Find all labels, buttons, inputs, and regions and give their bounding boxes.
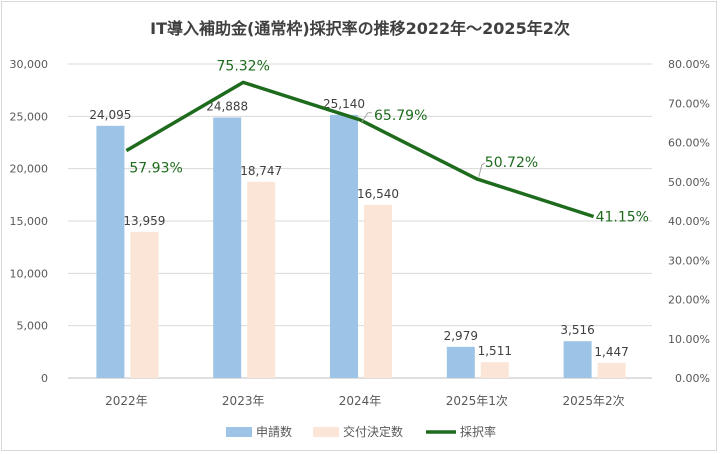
grant-bar bbox=[364, 204, 392, 378]
right-tick-label: 30.00% bbox=[668, 254, 710, 267]
application-bar bbox=[96, 125, 125, 378]
grant-value-label: 16,540 bbox=[357, 187, 399, 201]
gridlines bbox=[68, 63, 652, 379]
application-bar bbox=[213, 117, 242, 378]
application-value-label: 24,888 bbox=[206, 100, 248, 114]
right-tick-label: 80.00% bbox=[668, 58, 710, 71]
x-axis: 2022年 2023年 2024年 2025年1次 2025年2次 bbox=[105, 394, 625, 408]
rate-value-label: 50.72% bbox=[485, 155, 538, 171]
label-leader-line bbox=[361, 112, 372, 123]
category-label: 2022年 bbox=[105, 394, 148, 408]
grant-bar bbox=[247, 181, 276, 378]
legend-label: 交付決定数 bbox=[343, 424, 403, 439]
left-tick-label: 10,000 bbox=[10, 267, 49, 280]
left-tick-label: 20,000 bbox=[10, 163, 49, 176]
application-bar bbox=[330, 114, 358, 379]
rate-line-path bbox=[125, 80, 595, 219]
category-label: 2025年1次 bbox=[446, 394, 508, 408]
application-value-label: 3,516 bbox=[560, 323, 594, 337]
rate-value-label: 75.32% bbox=[217, 58, 270, 74]
bars: 24,095 24,888 25,140 2,979 3,516 13,959 18,747… bbox=[89, 97, 629, 379]
right-tick-label: 60.00% bbox=[668, 137, 710, 150]
application-value-label: 2,979 bbox=[444, 329, 478, 343]
application-value-label: 25,140 bbox=[323, 97, 365, 111]
right-tick-label: 20.00% bbox=[668, 294, 710, 307]
label-leader-line bbox=[478, 162, 486, 178]
grant-value-label: 1,447 bbox=[594, 345, 628, 359]
application-bar bbox=[563, 341, 592, 378]
grant-bar bbox=[130, 231, 159, 378]
legend-swatch-grants bbox=[313, 427, 339, 437]
left-tick-label: 25,000 bbox=[10, 110, 49, 123]
left-tick-label: 15,000 bbox=[10, 215, 49, 228]
category-label: 2024年 bbox=[339, 394, 382, 408]
grant-bar bbox=[597, 362, 626, 378]
left-tick-label: 0 bbox=[41, 372, 48, 385]
grant-value-label: 13,959 bbox=[123, 214, 165, 228]
category-label: 2025年2次 bbox=[563, 394, 625, 408]
rate-value-label: 65.79% bbox=[374, 108, 427, 124]
right-tick-label: 40.00% bbox=[668, 215, 710, 228]
legend: 申請数 交付決定数 採択率 bbox=[226, 424, 496, 439]
grant-value-label: 18,747 bbox=[240, 164, 282, 178]
right-tick-label: 0.00% bbox=[675, 372, 710, 385]
rate-line: 57.93% 75.32% 65.79% 50.72% 41.15% bbox=[125, 58, 649, 225]
grant-bar bbox=[480, 362, 509, 378]
right-axis: 0.00% 10.00% 20.00% 30.00% 40.00% 50.00% 60.00… bbox=[668, 58, 710, 385]
right-tick-label: 10.00% bbox=[668, 333, 710, 346]
left-tick-label: 5,000 bbox=[17, 320, 49, 333]
left-tick-label: 30,000 bbox=[10, 58, 49, 71]
grant-value-label: 1,511 bbox=[478, 344, 512, 358]
chart-title: IT導入補助金(通常枠)採択率の推移2022年～2025年2次 bbox=[150, 19, 570, 38]
application-value-label: 24,095 bbox=[89, 108, 131, 122]
left-axis: 0 5,000 10,000 15,000 20,000 25,000 30,000 bbox=[10, 58, 49, 385]
right-tick-label: 70.00% bbox=[668, 97, 710, 110]
rate-value-label: 57.93% bbox=[129, 161, 182, 177]
rate-value-label: 41.15% bbox=[596, 209, 649, 225]
legend-label: 採択率 bbox=[460, 424, 496, 439]
legend-label: 申請数 bbox=[256, 424, 292, 439]
application-bar bbox=[446, 346, 475, 378]
category-label: 2023年 bbox=[222, 394, 265, 408]
right-tick-label: 50.00% bbox=[668, 176, 710, 189]
legend-swatch-applications bbox=[226, 427, 252, 437]
